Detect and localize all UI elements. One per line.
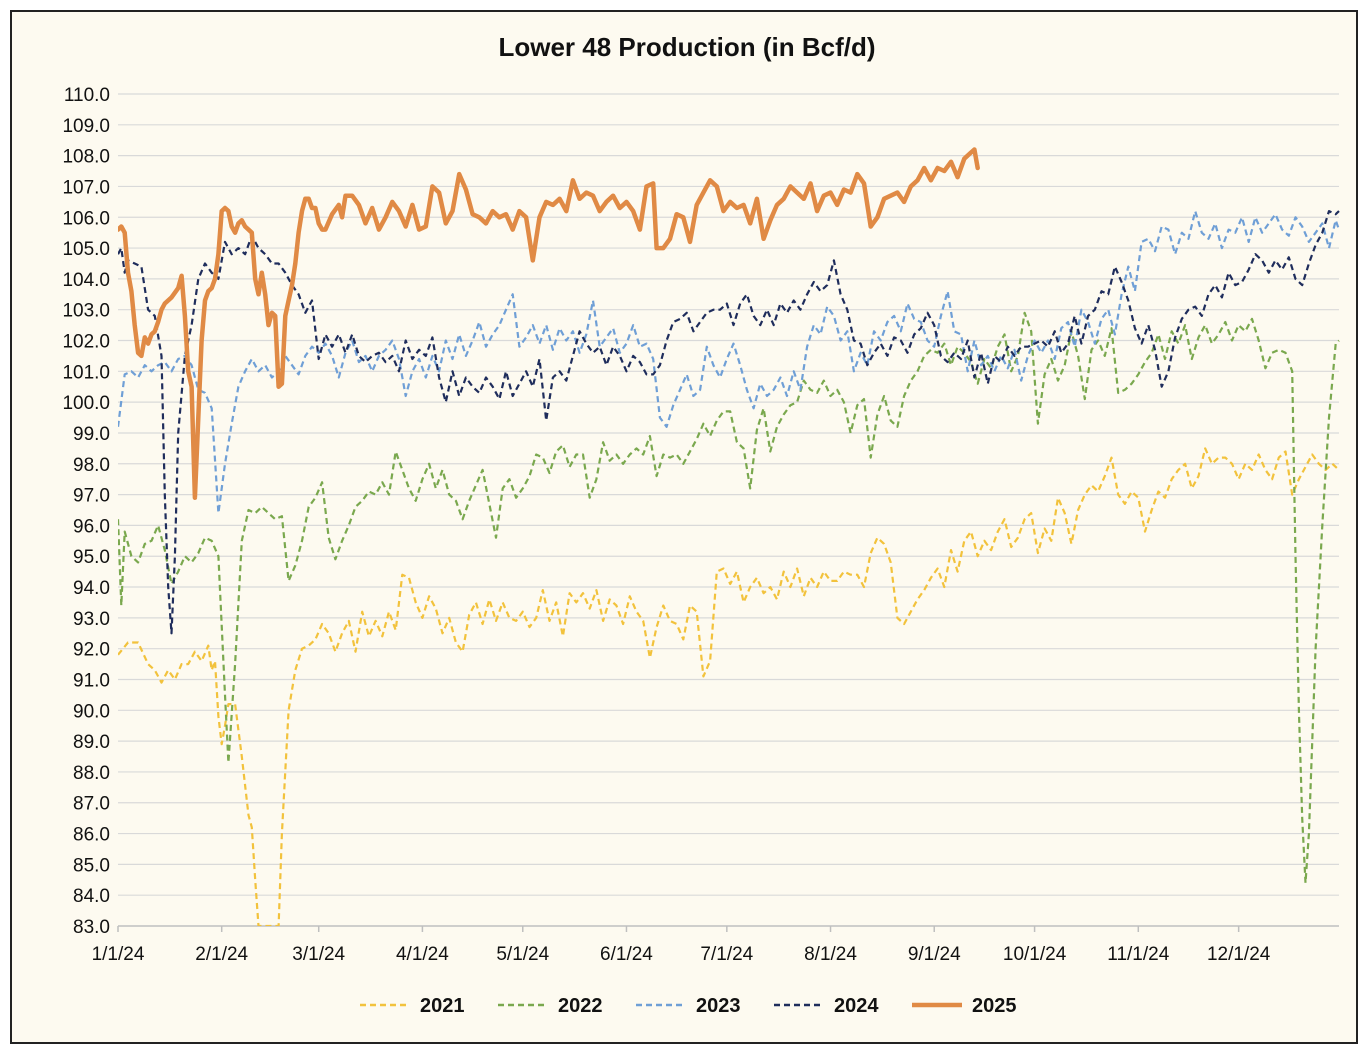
series-line-2023 <box>118 210 1341 515</box>
x-tick-label: 8/1/24 <box>804 944 857 965</box>
legend-label: 2021 <box>420 995 465 1017</box>
y-tick-label: 94.0 <box>73 578 110 599</box>
chart-frame: 110.0 109.0 108.0 107.0 106.0 105.0 104.0 103.0… <box>10 10 1358 1044</box>
legend-item-2023: 2023 <box>636 995 741 1017</box>
y-tick-label: 96.0 <box>73 516 110 537</box>
legend-label: 2025 <box>972 995 1017 1017</box>
x-tick-label: 1/1/24 <box>92 944 145 965</box>
series-line-2022 <box>118 311 1340 884</box>
series-line-2021 <box>118 447 1340 926</box>
line-chart: 110.0 109.0 108.0 107.0 106.0 105.0 104.0 103.0… <box>62 32 1341 1017</box>
y-tick-label: 97.0 <box>73 486 110 507</box>
x-tick-label: 7/1/24 <box>700 944 753 965</box>
y-tick-label: 88.0 <box>73 763 110 784</box>
legend-label: 2024 <box>834 995 879 1017</box>
y-tick-label: 110.0 <box>64 85 110 106</box>
y-tick-label: 106.0 <box>62 208 110 229</box>
y-tick-label: 108.0 <box>62 147 110 168</box>
y-tick-label: 101.0 <box>62 362 110 383</box>
y-tick-label: 93.0 <box>73 609 110 630</box>
series-lines <box>118 147 1341 926</box>
y-tick-label: 83.0 <box>73 917 110 938</box>
legend-item-2025: 2025 <box>912 995 1017 1017</box>
series-line-2025 <box>118 147 980 500</box>
x-tick-label: 5/1/24 <box>496 944 549 965</box>
y-tick-label: 89.0 <box>73 732 110 753</box>
x-tick-label: 2/1/24 <box>195 944 248 965</box>
y-tick-label: 87.0 <box>73 794 110 815</box>
y-tick-label: 104.0 <box>62 270 110 291</box>
x-tick-label: 11/1/24 <box>1107 944 1169 965</box>
y-tick-label: 84.0 <box>73 886 110 907</box>
legend-item-2024: 2024 <box>774 995 879 1017</box>
y-tick-label: 92.0 <box>73 640 110 661</box>
y-tick-label: 105.0 <box>62 239 110 260</box>
y-tick-label: 100.0 <box>62 393 110 414</box>
y-tick-label: 90.0 <box>73 701 110 722</box>
y-tick-label: 86.0 <box>73 825 110 846</box>
y-tick-label: 99.0 <box>73 424 110 445</box>
y-tick-label: 98.0 <box>73 455 110 476</box>
y-tick-label: 91.0 <box>73 670 110 691</box>
y-tick-label: 103.0 <box>62 301 110 322</box>
x-tick-label: 9/1/24 <box>908 944 961 965</box>
axes: 110.0 109.0 108.0 107.0 106.0 105.0 104.0 103.0… <box>62 85 1339 965</box>
x-tick-label: 3/1/24 <box>292 944 345 965</box>
legend-label: 2023 <box>696 995 741 1017</box>
x-tick-label: 12/1/24 <box>1207 944 1271 965</box>
legend-label: 2022 <box>558 995 603 1017</box>
x-tick-label: 4/1/24 <box>396 944 449 965</box>
x-tick-label: 6/1/24 <box>600 944 653 965</box>
legend-item-2021: 2021 <box>360 995 465 1017</box>
legend: 2021 2022 2023 2024 2025 <box>360 995 1017 1017</box>
y-tick-label: 85.0 <box>73 855 110 876</box>
legend-item-2022: 2022 <box>498 995 603 1017</box>
y-tick-label: 109.0 <box>62 116 110 137</box>
y-tick-label: 107.0 <box>62 177 110 198</box>
y-tick-label: 102.0 <box>62 332 110 353</box>
y-tick-label: 95.0 <box>73 547 110 568</box>
x-tick-label: 10/1/24 <box>1003 944 1067 965</box>
chart-title: Lower 48 Production (in Bcf/d) <box>498 32 875 62</box>
series-line-2024 <box>118 210 1340 635</box>
